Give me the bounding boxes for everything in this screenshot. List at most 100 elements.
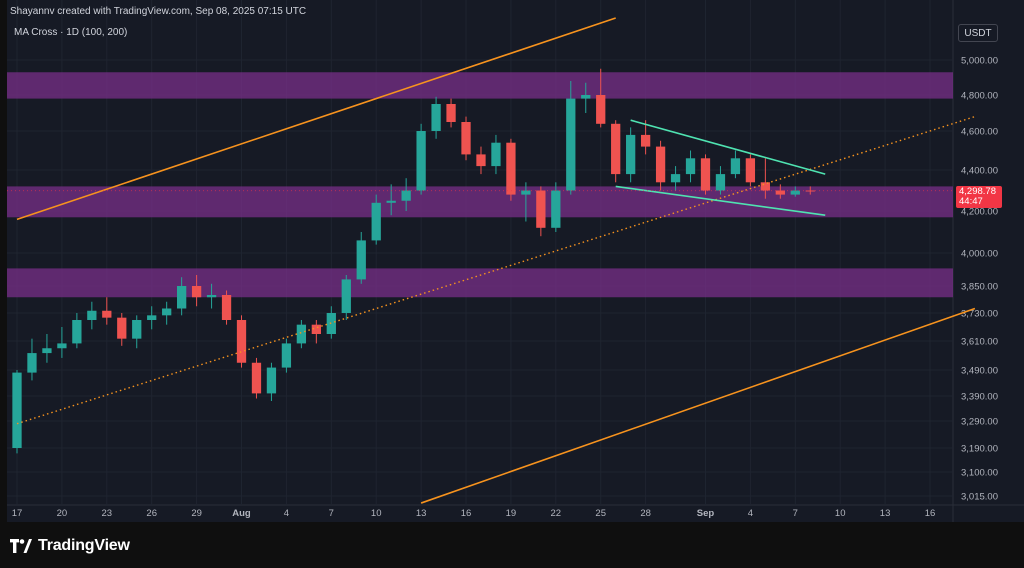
x-tick-label: 10 <box>371 508 382 519</box>
y-tick-label: 4,400.00 <box>961 166 998 177</box>
y-tick-label: 3,100.00 <box>961 468 998 479</box>
x-tick-label: 4 <box>748 508 753 519</box>
x-tick-label: 16 <box>461 508 472 519</box>
footer: TradingView <box>10 535 130 557</box>
x-tick-label: 10 <box>835 508 846 519</box>
y-tick-label: 3,610.00 <box>961 337 998 348</box>
candle-body <box>655 146 666 183</box>
y-tick-label: 3,015.00 <box>961 492 998 503</box>
candle-body <box>72 320 82 344</box>
price-zone <box>7 268 953 298</box>
y-tick-label: 5,000.00 <box>961 56 998 67</box>
candle-body <box>715 174 726 191</box>
candle-body <box>581 95 591 99</box>
candle-body <box>745 158 756 183</box>
candle-body <box>147 315 157 320</box>
candle-body <box>551 190 561 228</box>
candle-body <box>281 343 292 368</box>
candle-body <box>162 308 172 316</box>
candle-body <box>42 348 52 354</box>
chart-caption: Shayannv created with TradingView.com, S… <box>10 6 307 17</box>
candle-body <box>446 104 456 122</box>
candle-body <box>640 134 651 147</box>
y-tick-label: 3,390.00 <box>961 392 998 403</box>
wedge-trendline <box>630 119 826 175</box>
x-tick-label: Aug <box>232 508 251 519</box>
candle-body <box>491 142 501 167</box>
candle-body <box>132 320 142 339</box>
candle-body <box>236 320 247 363</box>
candle-body <box>117 317 127 339</box>
candle-body <box>191 286 202 298</box>
candle-body <box>700 158 711 191</box>
candle-body <box>566 98 576 191</box>
candle-body <box>760 182 771 191</box>
y-tick-label: 3,850.00 <box>961 282 998 293</box>
y-tick-label: 3,190.00 <box>961 444 998 455</box>
candle-body <box>176 286 187 309</box>
footer-brand: TradingView <box>38 537 130 554</box>
indicator-label[interactable]: MA Cross · 1D (100, 200) <box>14 27 128 38</box>
x-tick-label: 26 <box>146 508 157 519</box>
candle-body <box>670 174 681 183</box>
candle-body <box>296 324 307 344</box>
channel-trendline <box>16 115 976 425</box>
candle-body <box>356 240 366 280</box>
x-tick-label: 7 <box>793 508 798 519</box>
x-tick-label: 22 <box>551 508 562 519</box>
candle-body <box>730 158 741 175</box>
candle-body <box>461 122 471 155</box>
x-tick-label: 7 <box>329 508 334 519</box>
y-tick-label: 3,490.00 <box>961 366 998 377</box>
candle-body <box>476 154 486 167</box>
candle-body <box>87 310 97 320</box>
chart-frame: 5,000.00 4,800.00 4,600.00 4,400.00 4,200.00… <box>7 0 1024 522</box>
price-zone <box>7 72 953 99</box>
candle-body <box>401 190 411 201</box>
candle-body <box>685 158 696 175</box>
currency-badge[interactable]: USDT <box>958 24 998 42</box>
x-tick-label: 4 <box>284 508 289 519</box>
y-tick-label: 3,290.00 <box>961 417 998 428</box>
candle-body <box>102 310 112 318</box>
candle-body <box>311 324 321 334</box>
candle-body <box>57 343 67 349</box>
candle-body <box>251 362 262 394</box>
candle-body <box>386 200 396 203</box>
candle-body <box>506 142 516 195</box>
candle-body <box>27 353 37 373</box>
x-tick-label: 13 <box>416 508 427 519</box>
x-tick-label: 23 <box>102 508 113 519</box>
price-chart[interactable]: 5,000.00 4,800.00 4,600.00 4,400.00 4,200.00… <box>7 0 1024 522</box>
last-price-value: 4,298.78 <box>959 186 996 197</box>
candle-body <box>775 190 785 195</box>
bar-countdown: 44:47 <box>959 196 983 207</box>
x-tick-label: 20 <box>57 508 68 519</box>
candle-body <box>790 190 800 195</box>
y-tick-label: 4,800.00 <box>961 91 998 102</box>
channel-trendline <box>16 17 616 221</box>
channel-trendline <box>420 307 976 504</box>
x-tick-label: Sep <box>697 508 715 519</box>
tradingview-logo-icon <box>10 539 32 553</box>
x-tick-label: 28 <box>640 508 651 519</box>
candle-body <box>521 190 531 195</box>
candle-body <box>626 134 636 175</box>
candle-body <box>12 372 22 448</box>
y-tick-label: 4,200.00 <box>961 207 998 218</box>
last-price-tag: 4,298.78 44:47 <box>956 186 1002 208</box>
candle-body <box>371 202 381 241</box>
y-tick-label: 3,730.00 <box>961 309 998 320</box>
y-tick-label: 4,000.00 <box>961 249 998 260</box>
candle-body <box>536 190 546 228</box>
x-tick-label: 19 <box>506 508 517 519</box>
x-tick-label: 17 <box>12 508 23 519</box>
candle-body <box>611 123 621 175</box>
y-tick-label: 4,600.00 <box>961 127 998 138</box>
candle-body <box>341 279 351 313</box>
candle-body <box>596 95 606 124</box>
x-tick-label: 16 <box>925 508 936 519</box>
x-tick-label: 29 <box>191 508 202 519</box>
wedge-trendline <box>615 185 826 216</box>
candle-body <box>266 367 277 394</box>
